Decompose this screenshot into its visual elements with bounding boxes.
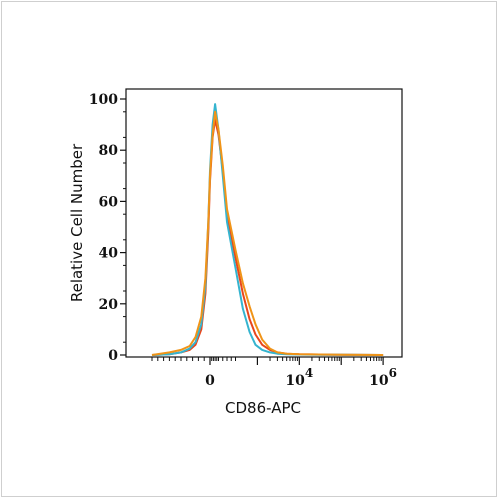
series-layer bbox=[151, 103, 384, 356]
y-axis: 0 20 40 60 80 100 bbox=[89, 92, 126, 364]
y-tick-label: 100 bbox=[89, 92, 118, 108]
x-tick-label: 106 bbox=[369, 366, 397, 389]
x-axis-label: CD86-APC bbox=[225, 399, 301, 417]
histogram-series-1 bbox=[151, 118, 384, 356]
y-tick-label: 20 bbox=[99, 297, 119, 313]
histogram-series-3 bbox=[151, 110, 384, 356]
x-axis: 0 104 106 bbox=[151, 357, 397, 389]
y-tick-label: 60 bbox=[99, 194, 119, 210]
y-tick-label: 40 bbox=[99, 246, 119, 262]
histogram-series-2 bbox=[151, 103, 384, 356]
x-tick-label: 104 bbox=[285, 366, 313, 389]
x-tick-label: 0 bbox=[205, 373, 215, 389]
plot-area bbox=[125, 88, 403, 358]
y-tick-label: 80 bbox=[99, 143, 119, 159]
plot-border bbox=[125, 88, 403, 358]
y-axis-label: Relative Cell Number bbox=[68, 143, 86, 302]
y-tick-label: 0 bbox=[108, 348, 118, 364]
